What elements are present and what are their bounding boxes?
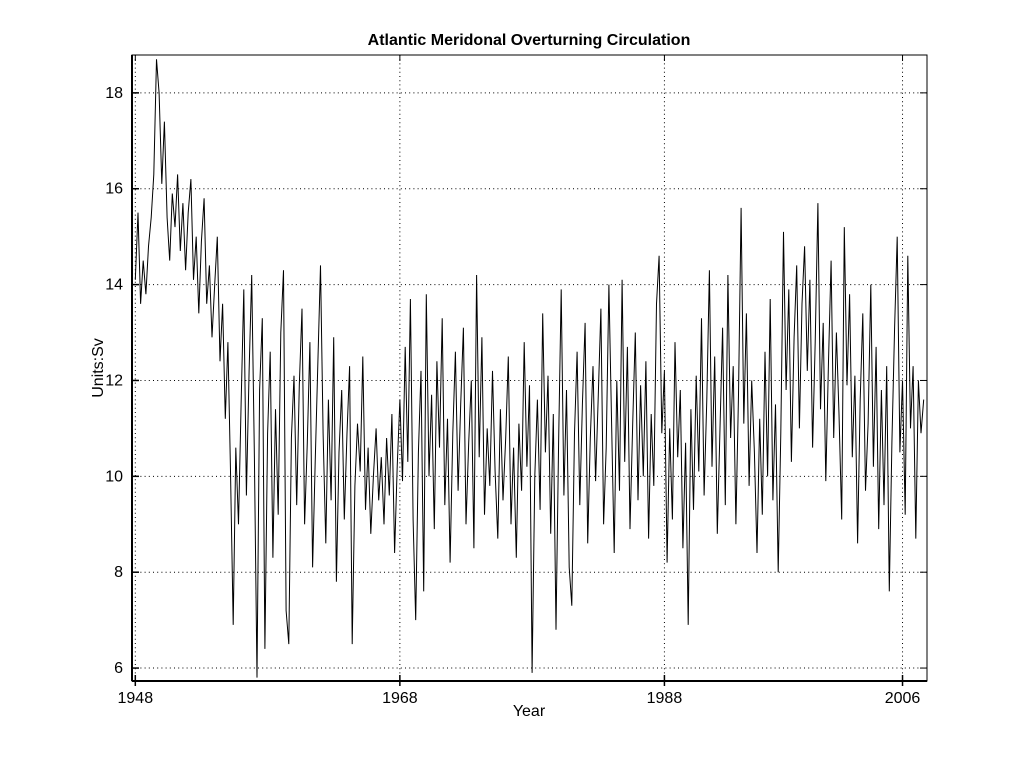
x-tick-label: 1968 <box>382 690 418 707</box>
axes-box <box>131 54 928 686</box>
data-line <box>134 59 925 678</box>
y-tick-label: 10 <box>105 468 123 485</box>
y-tick-label: 8 <box>114 564 123 581</box>
data-series <box>134 59 925 678</box>
x-axis-label: Year <box>513 703 546 720</box>
x-tick-label: 1948 <box>118 690 154 707</box>
tick-labels: 1948 1968 1988 2006 6 8 10 12 14 16 18 <box>105 85 920 707</box>
y-tick-label: 6 <box>114 660 123 677</box>
y-tick-label: 12 <box>105 372 123 389</box>
x-tick-label: 1988 <box>647 690 683 707</box>
y-tick-label: 14 <box>105 277 123 294</box>
y-tick-label: 16 <box>105 181 123 198</box>
chart-title: Atlantic Meridonal Overturning Circulati… <box>368 32 691 49</box>
y-axis-label: Units:Sv <box>90 338 107 398</box>
y-tick-label: 18 <box>105 85 123 102</box>
gridlines <box>132 55 927 681</box>
x-tick-label: 2006 <box>885 690 921 707</box>
